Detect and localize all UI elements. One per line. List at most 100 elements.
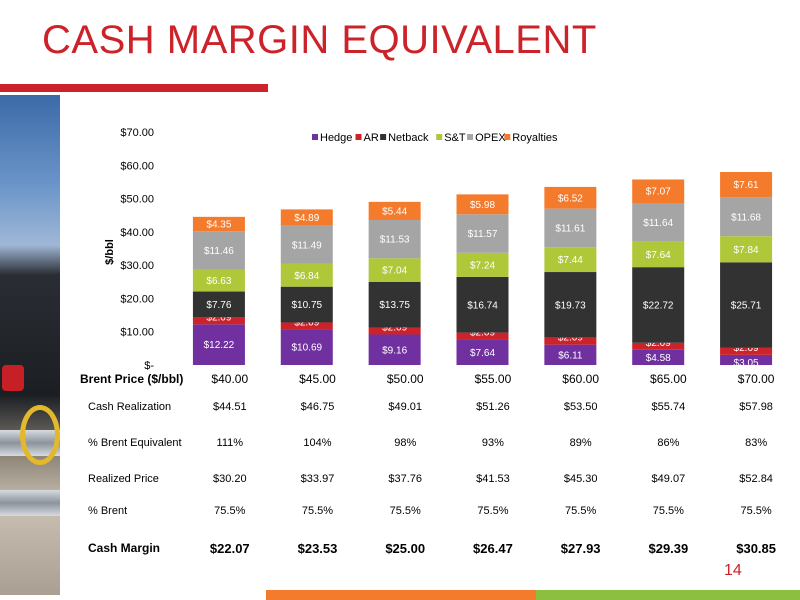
legend-swatch	[504, 134, 511, 140]
legend-swatch	[436, 134, 443, 140]
data-label: $11.49	[292, 240, 322, 251]
table-cell: $52.84	[739, 473, 773, 485]
bar-segment	[456, 214, 509, 253]
bar-segment	[632, 241, 685, 268]
data-label: $10.69	[291, 343, 322, 354]
data-label: $3.05	[734, 358, 759, 369]
table-cell: $26.47	[473, 540, 513, 556]
table-cell: 75.5%	[652, 505, 684, 517]
table-cell: $65.00	[650, 372, 687, 386]
chart-bars: $12.22 $2.09 $7.76 $6.63 $11.46 $4.35 $10.69 $2…	[192, 172, 773, 369]
table-cell: 86%	[657, 437, 680, 449]
data-label: $7.24	[470, 260, 495, 271]
bar-segment	[544, 272, 597, 338]
pipe-ring-shape	[20, 405, 60, 465]
table-cell: $33.97	[300, 473, 335, 485]
bar-segment	[456, 252, 509, 277]
y-axis-label: $/bbl	[104, 239, 116, 265]
legend-label: AR	[364, 132, 379, 144]
bar-segment	[192, 216, 245, 232]
bar-segment	[632, 179, 685, 203]
bar-segment	[720, 354, 773, 365]
bar-segment	[368, 334, 421, 365]
data-label: $7.07	[646, 187, 671, 198]
bar-segment	[456, 276, 509, 333]
bar-segment	[456, 332, 509, 340]
brent-price-header: Brent Price ($/bbl)	[80, 372, 184, 386]
data-label: $13.75	[379, 300, 410, 311]
table-cell: 83%	[745, 437, 768, 449]
table-row: % Brent Equivalent 111% 104% 98% 93% 89%…	[80, 422, 800, 464]
data-label: $2.09	[646, 338, 671, 349]
bar-segment	[280, 209, 333, 226]
y-tick-label: $40.00	[120, 227, 154, 239]
table-cell: $29.39	[648, 540, 689, 556]
table-cell: 93%	[481, 437, 504, 449]
data-label: $7.64	[646, 250, 671, 261]
chart-legend: Hedge AR Netback S&T OPEX Royalties	[312, 132, 558, 144]
bar-segment	[456, 194, 509, 215]
table-cell: $22.07	[209, 540, 250, 556]
data-label: $16.74	[467, 300, 498, 311]
table-cell: $55.74	[651, 401, 686, 413]
table-cell: $60.00	[562, 372, 599, 386]
valve-shape	[2, 365, 24, 391]
title-underline	[0, 84, 268, 92]
price-sensitivity-table: Brent Price ($/bbl) $40.00 $45.00 $50.00…	[80, 366, 800, 568]
table-cell: $49.07	[651, 473, 686, 485]
bar-segment	[544, 186, 597, 209]
data-label: $7.76	[206, 300, 231, 311]
y-tick-label: $10.00	[120, 327, 154, 339]
table-cell: 111%	[216, 437, 244, 449]
cash-margin-row: Cash Margin $22.07 $23.53 $25.00 $26.47 …	[80, 528, 800, 568]
legend-label: OPEX	[475, 132, 506, 144]
bar-segment	[720, 172, 773, 198]
data-label: $7.04	[382, 266, 407, 277]
data-label: $7.64	[470, 348, 495, 359]
table-cell: $40.00	[211, 372, 249, 386]
row-label: Realized Price	[88, 473, 159, 485]
legend-label: S&T	[444, 132, 466, 144]
bar-segment	[368, 281, 421, 328]
bar-segment	[544, 337, 597, 345]
table-cell: $53.50	[563, 401, 598, 413]
data-label: $11.53	[380, 235, 410, 246]
table-cell: $30.20	[212, 473, 247, 485]
table-cell: $46.75	[300, 401, 335, 413]
y-tick-label: $60.00	[120, 160, 154, 172]
data-label: $6.11	[558, 350, 583, 361]
table-cell: $57.98	[739, 401, 773, 413]
bar-segment	[280, 329, 333, 365]
bar-segment	[192, 291, 245, 318]
table-cell: 75.5%	[477, 505, 509, 517]
y-tick-label: $-	[144, 360, 154, 372]
bar-segment	[720, 236, 773, 263]
bar-segment	[368, 258, 421, 282]
data-label: $12.22	[204, 340, 235, 351]
table-cell: $50.00	[386, 372, 424, 386]
table-cell: 104%	[303, 437, 332, 449]
table-cell: $70.00	[737, 372, 775, 386]
legend-swatch	[467, 134, 474, 140]
data-label: $2.09	[294, 317, 319, 328]
table-cell: $45.00	[299, 372, 336, 386]
legend-label: Royalties	[512, 132, 558, 144]
bar-segment	[280, 225, 333, 264]
bar-segment	[544, 247, 597, 273]
bar-segment	[280, 286, 333, 323]
table-cell: $51.26	[476, 401, 510, 413]
data-label: $9.16	[382, 345, 407, 356]
data-label: $11.46	[204, 246, 234, 257]
bar-segment	[192, 317, 245, 325]
data-label: $7.84	[734, 245, 759, 256]
data-label: $4.35	[206, 220, 231, 231]
table-cell: 75.5%	[565, 505, 597, 517]
data-label: $5.98	[470, 200, 495, 211]
data-label: $6.63	[206, 276, 231, 287]
table-cell: 75.5%	[214, 505, 246, 517]
data-label: $6.52	[558, 193, 583, 204]
bar-segment	[368, 219, 421, 259]
legend-label: Netback	[388, 132, 429, 144]
data-label: $11.61	[555, 223, 585, 234]
bar-segment	[368, 327, 421, 335]
